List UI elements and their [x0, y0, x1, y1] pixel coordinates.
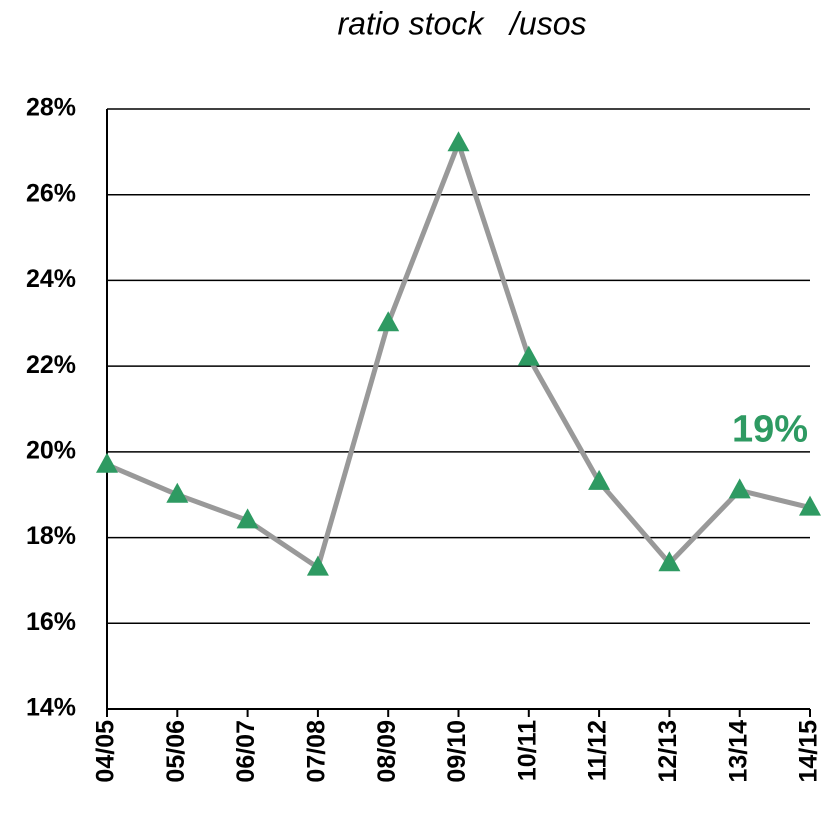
- y-tick-label: 26%: [26, 179, 76, 207]
- marker: [799, 495, 821, 516]
- x-tick-label: 08/09: [373, 720, 401, 783]
- marker: [166, 482, 189, 503]
- x-tick-label: 14/15: [795, 720, 823, 783]
- line-series: [106, 140, 811, 571]
- x-tick-label: 10/11: [513, 720, 541, 781]
- y-tick-label: 28%: [26, 94, 76, 122]
- marker: [658, 551, 681, 572]
- marker: [96, 452, 118, 473]
- marker: [306, 555, 329, 576]
- y-tick-label: 24%: [26, 265, 76, 293]
- chart-title: ratio stock /usos: [338, 5, 587, 41]
- marker: [588, 469, 611, 490]
- y-tick-label: 14%: [26, 694, 76, 722]
- y-tick-label: 22%: [26, 351, 76, 379]
- x-tick-label: 04/05: [92, 720, 120, 783]
- y-tick-label: 16%: [26, 608, 76, 636]
- marker: [447, 131, 470, 152]
- x-tick-label: 13/14: [724, 720, 752, 783]
- marker: [728, 478, 751, 499]
- x-tick-label: 06/07: [232, 720, 260, 783]
- marker: [517, 345, 540, 366]
- x-tick-label: 07/08: [303, 720, 331, 783]
- x-tick-label: 05/06: [162, 720, 190, 783]
- x-tick-label: 09/10: [443, 720, 471, 783]
- x-tick-label: 12/13: [654, 720, 682, 783]
- marker: [236, 508, 259, 529]
- x-tick-label: 11/12: [584, 720, 612, 781]
- y-tick-label: 18%: [26, 522, 76, 550]
- marker: [377, 311, 400, 332]
- annotation: 19%: [732, 409, 808, 451]
- y-tick-label: 20%: [26, 436, 76, 464]
